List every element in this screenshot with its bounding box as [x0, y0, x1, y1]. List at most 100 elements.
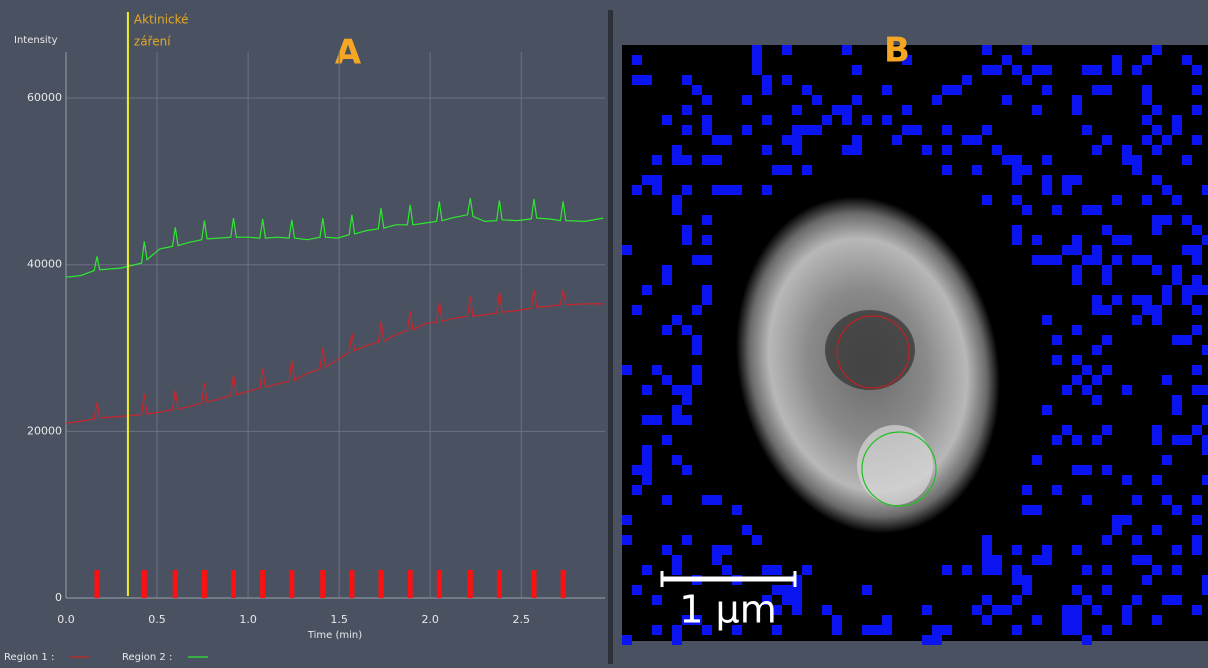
noise-pixel [722, 135, 732, 145]
noise-pixel [642, 565, 652, 575]
noise-pixel [982, 595, 992, 605]
noise-pixel [1102, 335, 1112, 345]
noise-pixel [642, 415, 652, 425]
noise-pixel [1042, 185, 1052, 195]
noise-pixel [1012, 575, 1022, 585]
noise-pixel [1002, 155, 1012, 165]
noise-pixel [702, 625, 712, 635]
noise-pixel [1192, 535, 1202, 545]
noise-pixel [1082, 255, 1092, 265]
noise-pixel [1172, 125, 1182, 135]
noise-pixel [1152, 145, 1162, 155]
noise-pixel [1202, 405, 1208, 415]
noise-pixel [972, 165, 982, 175]
noise-pixel [1142, 255, 1152, 265]
noise-pixel [1102, 265, 1112, 275]
event-marker [436, 570, 442, 598]
noise-pixel [662, 325, 672, 335]
noise-pixel [762, 75, 772, 85]
x-tick-label: 0.5 [148, 613, 166, 626]
noise-pixel [1102, 135, 1112, 145]
y-tick-label: 40000 [27, 258, 62, 271]
noise-pixel [672, 405, 682, 415]
noise-pixel [1042, 405, 1052, 415]
noise-pixel [1152, 435, 1162, 445]
noise-pixel [762, 185, 772, 195]
noise-pixel [882, 115, 892, 125]
noise-pixel [1012, 235, 1022, 245]
noise-pixel [942, 145, 952, 155]
noise-pixel [742, 125, 752, 135]
event-marker [496, 570, 502, 598]
noise-pixel [772, 625, 782, 635]
noise-pixel [942, 125, 952, 135]
noise-pixel [842, 145, 852, 155]
noise-pixel [1162, 375, 1172, 385]
noise-pixel [1102, 465, 1112, 475]
noise-pixel [1082, 495, 1092, 505]
x-tick-label: 1.0 [239, 613, 257, 626]
noise-pixel [992, 565, 1002, 575]
noise-pixel [622, 245, 632, 255]
noise-pixel [792, 605, 802, 615]
noise-pixel [942, 565, 952, 575]
noise-pixel [1202, 415, 1208, 425]
noise-pixel [682, 385, 692, 395]
noise-pixel [642, 75, 652, 85]
noise-pixel [672, 555, 682, 565]
noise-pixel [1112, 525, 1122, 535]
noise-pixel [1072, 275, 1082, 285]
noise-pixel [1122, 385, 1132, 395]
noise-pixel [1152, 565, 1162, 575]
noise-pixel [1042, 555, 1052, 565]
noise-pixel [1152, 105, 1162, 115]
noise-pixel [1092, 255, 1102, 265]
noise-pixel [1192, 275, 1202, 285]
noise-pixel [1172, 565, 1182, 575]
noise-pixel [702, 495, 712, 505]
noise-pixel [642, 445, 652, 455]
event-marker [172, 570, 178, 598]
noise-pixel [1162, 495, 1172, 505]
noise-pixel [1062, 185, 1072, 195]
noise-pixel [1072, 605, 1082, 615]
noise-pixel [1142, 115, 1152, 125]
noise-pixel [1202, 235, 1208, 245]
noise-pixel [982, 555, 992, 565]
noise-pixel [1192, 255, 1202, 265]
noise-pixel [1092, 205, 1102, 215]
noise-pixel [1172, 265, 1182, 275]
noise-pixel [642, 475, 652, 485]
noise-pixel [992, 605, 1002, 615]
noise-pixel [1162, 455, 1172, 465]
event-marker [260, 570, 266, 598]
noise-pixel [902, 125, 912, 135]
noise-pixel [712, 185, 722, 195]
noise-pixel [1072, 435, 1082, 445]
noise-pixel [1192, 325, 1202, 335]
noise-pixel [652, 625, 662, 635]
noise-pixel [1032, 455, 1042, 465]
noise-pixel [1052, 255, 1062, 265]
noise-pixel [1182, 335, 1192, 345]
noise-pixel [702, 155, 712, 165]
noise-pixel [912, 125, 922, 135]
noise-pixel [882, 85, 892, 95]
noise-pixel [722, 545, 732, 555]
event-marker [349, 570, 355, 598]
noise-pixel [772, 585, 782, 595]
bright-region [857, 425, 933, 505]
event-marker [378, 570, 384, 598]
noise-pixel [622, 635, 632, 645]
series-line [65, 198, 604, 278]
noise-pixel [1162, 595, 1172, 605]
noise-pixel [942, 625, 952, 635]
noise-pixel [1062, 615, 1072, 625]
event-marker [289, 570, 295, 598]
noise-pixel [702, 125, 712, 135]
noise-pixel [922, 605, 932, 615]
noise-pixel [1152, 125, 1162, 135]
noise-pixel [1202, 435, 1208, 445]
noise-pixel [732, 505, 742, 515]
noise-pixel [1112, 65, 1122, 75]
